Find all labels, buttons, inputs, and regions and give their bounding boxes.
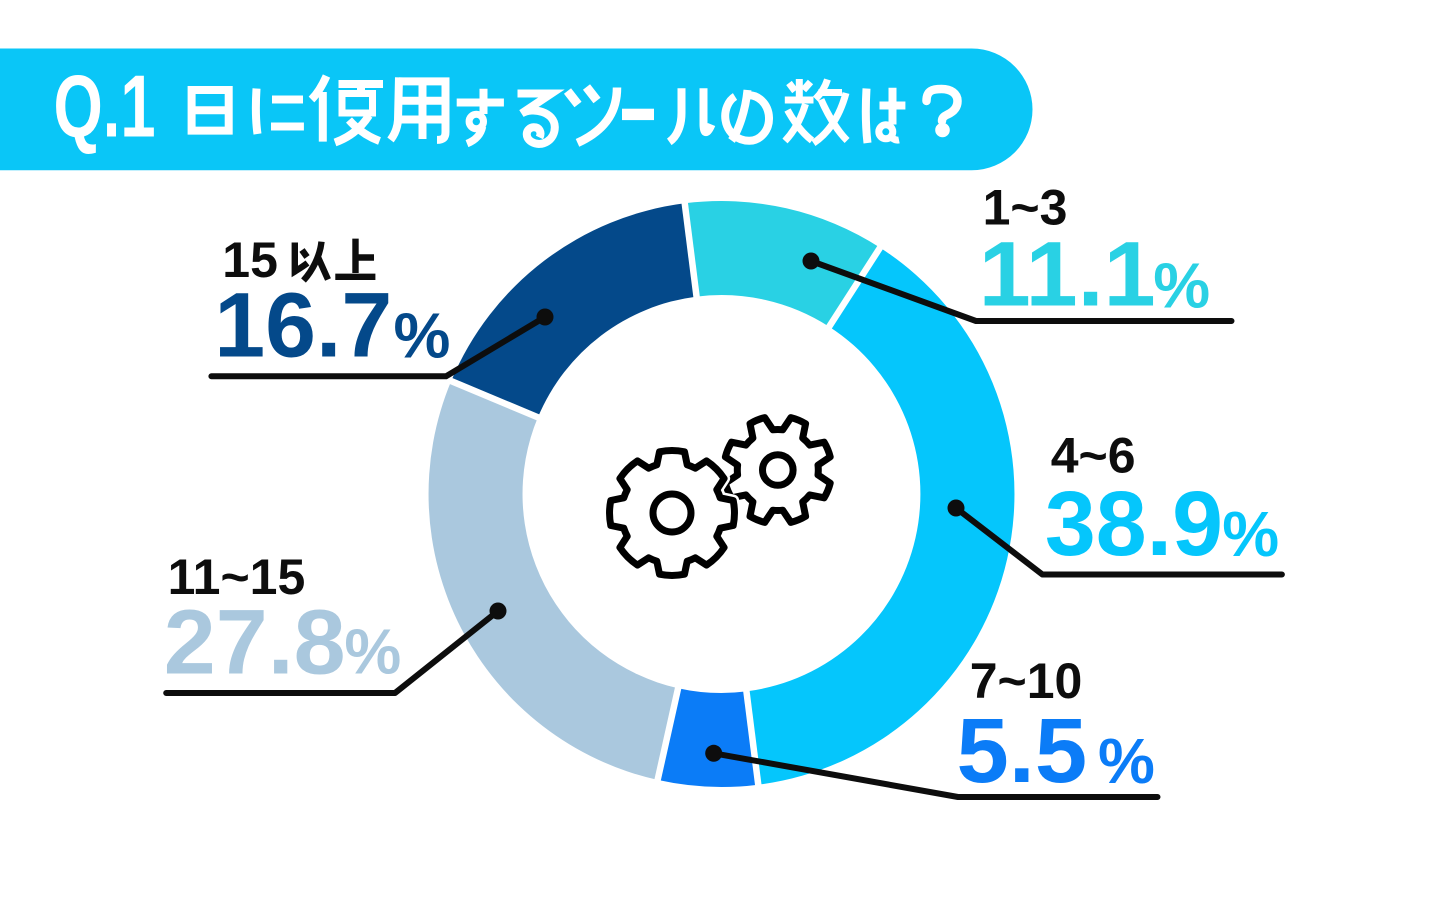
svg-text:%: % xyxy=(1098,725,1155,797)
svg-text:%: % xyxy=(394,299,451,371)
svg-text:4~6: 4~6 xyxy=(1051,427,1136,483)
svg-text:%: % xyxy=(1222,498,1279,570)
svg-text:27.8: 27.8 xyxy=(164,590,346,693)
svg-text:38.9: 38.9 xyxy=(1045,473,1223,575)
svg-text:1~3: 1~3 xyxy=(983,179,1068,235)
svg-text:%: % xyxy=(1153,250,1210,322)
svg-text:5.5: 5.5 xyxy=(957,699,1088,802)
svg-text:11.1: 11.1 xyxy=(979,223,1156,326)
svg-text:11~15: 11~15 xyxy=(168,549,306,605)
svg-text:7~10: 7~10 xyxy=(970,653,1083,709)
svg-text:%: % xyxy=(344,616,401,688)
svg-text:15: 15 xyxy=(222,232,278,288)
svg-text:Q.1: Q.1 xyxy=(54,59,156,157)
svg-text:16.7: 16.7 xyxy=(214,274,392,376)
